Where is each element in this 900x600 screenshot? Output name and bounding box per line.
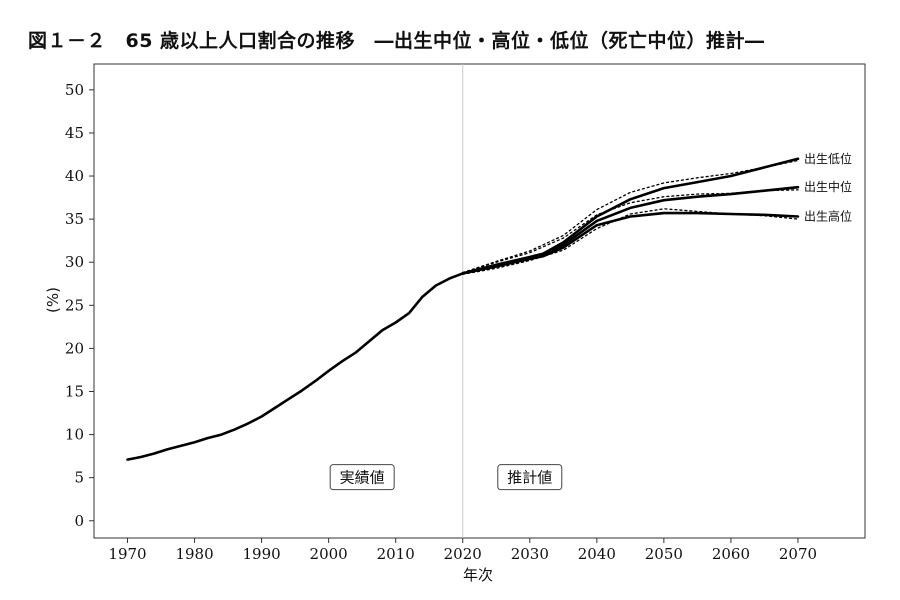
data-point	[696, 212, 698, 214]
data-point	[663, 187, 665, 189]
series-line-dotted	[462, 189, 799, 274]
data-point	[287, 398, 290, 400]
x-tick-label: 2040	[578, 545, 616, 563]
data-point	[180, 445, 182, 447]
data-point	[596, 224, 598, 226]
y-tick-label: 50	[65, 81, 84, 99]
data-point	[529, 258, 531, 260]
data-point	[368, 340, 370, 343]
data-point	[408, 312, 410, 314]
x-tick-label: 2030	[511, 545, 549, 563]
data-point	[395, 321, 397, 324]
x-tick-label: 2060	[712, 545, 750, 563]
x-tick-label: 2000	[310, 545, 348, 563]
annotation-box: 推計値	[497, 464, 563, 491]
series-end-label: 出生低位	[804, 151, 852, 166]
data-point	[247, 422, 249, 424]
y-tick-label: 35	[65, 210, 84, 228]
y-tick-label: 10	[65, 426, 84, 444]
data-point	[301, 390, 303, 392]
plot-frame	[93, 63, 866, 539]
y-tick-label: 5	[74, 469, 84, 487]
data-point	[421, 296, 424, 298]
annotation-label: 推計値	[507, 469, 552, 487]
y-tick-label: 0	[74, 512, 84, 530]
data-point	[629, 215, 631, 218]
data-point	[328, 370, 330, 372]
x-tick-label: 1980	[175, 545, 213, 563]
chart-title: 図１－２ 65 歳以上人口割合の推移 ―出生中位・高位・低位（死亡中位）推計―	[28, 30, 765, 52]
data-point	[207, 437, 209, 439]
data-point	[663, 199, 665, 201]
data-point	[730, 193, 732, 195]
x-tick-label: 1990	[243, 545, 281, 563]
data-point	[167, 448, 169, 450]
data-point	[797, 158, 799, 160]
x-tick-label: 2020	[444, 545, 482, 563]
data-point	[596, 220, 598, 222]
data-point	[562, 244, 564, 246]
y-axis-title: (%)	[44, 287, 62, 313]
y-tick-label: 15	[65, 382, 84, 400]
x-tick-label: 2050	[645, 545, 683, 563]
data-point	[381, 329, 383, 331]
data-point	[354, 352, 357, 354]
y-tick-label: 20	[65, 339, 84, 357]
data-point	[153, 452, 155, 455]
data-point	[696, 196, 698, 198]
data-point	[629, 207, 631, 209]
series-line	[126, 272, 465, 461]
x-axis-title: 年次	[463, 566, 493, 584]
y-tick-label: 40	[65, 167, 84, 185]
data-point	[435, 284, 437, 287]
data-point	[448, 277, 450, 280]
series-line-dotted	[462, 208, 799, 275]
annotation-label: 実績値	[340, 469, 385, 487]
data-point	[495, 265, 497, 268]
series-end-label: 出生高位	[804, 209, 852, 224]
data-point	[140, 456, 142, 458]
data-point	[314, 380, 316, 382]
data-point	[234, 428, 236, 431]
y-tick-label: 30	[65, 253, 84, 271]
data-point	[562, 241, 564, 243]
y-tick-label: 45	[65, 124, 84, 142]
data-point	[274, 407, 276, 409]
data-point	[663, 212, 665, 214]
data-point	[220, 433, 222, 436]
annotation-border	[497, 464, 563, 491]
annotation-border	[329, 464, 395, 491]
data-point	[596, 215, 598, 218]
data-point	[193, 441, 196, 443]
series-end-label: 出生中位	[804, 179, 852, 194]
data-point	[126, 458, 129, 461]
x-tick-label: 2070	[779, 545, 817, 563]
annotation-box: 実績値	[329, 464, 395, 491]
series-line-dotted	[462, 159, 799, 274]
data-point	[696, 181, 698, 183]
y-tick-label: 25	[65, 296, 84, 314]
data-point	[730, 175, 732, 177]
data-point	[797, 186, 799, 188]
data-point	[629, 198, 631, 200]
data-point	[797, 215, 799, 218]
data-point	[562, 246, 564, 249]
data-point	[341, 360, 343, 362]
data-point	[261, 415, 263, 418]
x-tick-label: 2010	[377, 545, 415, 563]
x-tick-label: 1970	[108, 545, 146, 563]
